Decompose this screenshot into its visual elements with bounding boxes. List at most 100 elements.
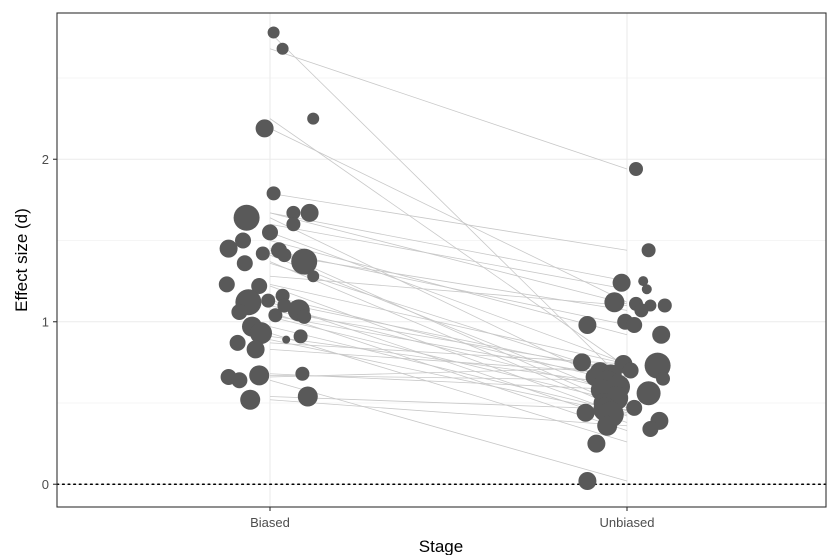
biased-point [249,365,270,386]
biased-point [291,248,318,275]
data-points [218,26,672,490]
biased-point [286,205,301,220]
unbiased-point [576,403,595,422]
pair-line [269,223,628,290]
pair-line [269,342,628,365]
pair-line [269,248,628,409]
biased-point [293,329,308,344]
x-tick-label-unbiased: Unbiased [600,515,655,530]
pair-line [269,275,628,306]
pair-line [269,374,628,381]
pair-line [269,399,628,427]
pair-line [269,316,628,404]
biased-point [297,386,318,407]
pair-line [269,212,628,305]
pair-line [269,48,628,170]
pair-line [269,118,628,368]
pair-line [269,348,628,375]
biased-point [307,112,320,125]
x-axis: Biased Unbiased [250,507,654,530]
pair-line [269,212,628,282]
panel-border [56,12,827,508]
pair-line [269,311,628,432]
unbiased-point [642,421,659,437]
pair-line [269,339,628,415]
pair-line [269,301,628,423]
unbiased-point [652,325,671,344]
biased-point [266,186,281,201]
unbiased-point [626,399,643,416]
pair-line [269,254,628,399]
pair-line [269,396,628,410]
biased-point [261,293,276,308]
unbiased-point [656,371,670,386]
biased-point [229,334,246,351]
biased-point [255,119,274,138]
biased-point [267,26,280,39]
biased-point [251,278,268,294]
biased-point [233,204,260,231]
y-axis-title: Effect size (d) [12,208,31,312]
pair-line [269,366,628,378]
unbiased-point [578,472,597,490]
biased-point [268,308,283,323]
pair-line [269,231,628,365]
biased-point [246,340,265,359]
pair-line [269,128,628,303]
pair-line [269,314,628,380]
unbiased-point [578,316,597,334]
y-tick-label: 1 [42,314,49,329]
unbiased-point [638,276,649,287]
pair-line [269,261,628,412]
biased-point [240,389,261,410]
pair-line [269,332,628,443]
pair-line [269,32,628,384]
pair-line [269,283,628,365]
unbiased-point [622,362,639,379]
biased-point [236,255,253,272]
biased-point [262,224,278,241]
pair-line [269,262,628,378]
unbiased-point [641,284,652,295]
biased-point [276,42,289,55]
unbiased-point [634,303,649,318]
y-tick-label: 0 [42,477,49,492]
biased-point [218,276,235,293]
panel-background [57,13,826,507]
biased-point [255,246,270,261]
biased-point [297,309,312,324]
unbiased-point [604,292,625,313]
biased-point [307,270,320,283]
biased-point [286,217,301,232]
pair-lines [269,32,628,482]
unbiased-point [573,353,591,372]
pair-line [269,192,628,251]
biased-point [295,366,310,381]
biased-point [277,248,292,263]
pair-line [269,379,628,482]
pair-line [269,285,628,417]
unbiased-point [641,243,656,258]
biased-point [219,239,238,258]
unbiased-point [626,317,643,333]
unbiased-point [587,434,606,453]
x-tick-label-biased: Biased [250,515,290,530]
biased-point [250,322,272,345]
y-axis: 0 1 2 [42,152,57,492]
unbiased-point [657,298,672,313]
x-axis-title: Stage [419,537,463,555]
biased-point [231,372,248,389]
biased-point [231,304,248,320]
unbiased-point [636,381,661,406]
unbiased-point [597,415,618,436]
pair-line [269,300,628,375]
biased-point [235,232,251,249]
unbiased-point [612,273,631,292]
pair-line [269,335,628,386]
y-tick-label: 2 [42,152,49,167]
biased-point [300,203,319,222]
biased-point [282,335,291,344]
unbiased-point [629,162,643,176]
pair-line [269,326,628,414]
